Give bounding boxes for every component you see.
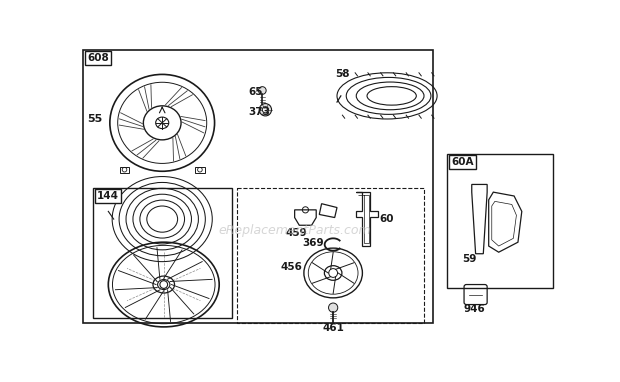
Text: 59: 59 — [463, 254, 477, 264]
Text: 65: 65 — [249, 87, 263, 97]
Text: 144: 144 — [97, 191, 119, 201]
Bar — [120, 167, 129, 173]
Text: 60A: 60A — [451, 157, 474, 167]
Text: 461: 461 — [322, 323, 344, 333]
Bar — [195, 167, 205, 173]
Text: 608: 608 — [87, 53, 109, 63]
Text: 456: 456 — [281, 262, 303, 272]
Text: 58: 58 — [335, 69, 349, 79]
Circle shape — [259, 87, 266, 94]
Text: eReplacementParts.com: eReplacementParts.com — [218, 224, 371, 237]
Bar — [237, 188, 424, 323]
Circle shape — [262, 107, 268, 113]
Text: 55: 55 — [87, 114, 102, 124]
Bar — [447, 154, 552, 288]
Text: 946: 946 — [463, 304, 485, 314]
Circle shape — [259, 104, 272, 116]
Bar — [83, 50, 433, 323]
Text: 459: 459 — [285, 228, 307, 238]
Text: 373: 373 — [249, 107, 270, 117]
Text: 369: 369 — [303, 238, 324, 248]
Text: 60: 60 — [379, 214, 394, 224]
Circle shape — [329, 303, 338, 312]
Bar — [93, 188, 231, 318]
